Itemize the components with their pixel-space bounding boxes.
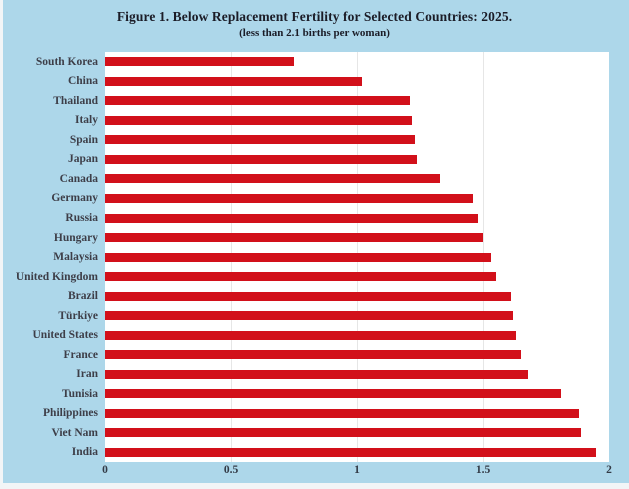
category-label: Canada: [59, 172, 98, 185]
category-label: United States: [32, 329, 99, 342]
bar: [105, 428, 582, 438]
bar: [105, 291, 511, 301]
bar-row: [105, 384, 609, 404]
label-row: Iran: [0, 365, 98, 385]
bar: [105, 311, 514, 321]
x-tick-label: 1.5: [475, 464, 491, 476]
y-axis-labels: South Korea China Thailand Italy Spain Japan C…: [0, 52, 98, 462]
label-row: Spain: [0, 130, 98, 150]
label-row: Tunisia: [0, 384, 98, 404]
figure-title: Figure 1. Below Replacement Fertility fo…: [116, 9, 513, 24]
category-label: Malaysia: [53, 251, 98, 264]
category-label: Germany: [51, 192, 98, 205]
category-label: Philippines: [43, 407, 98, 420]
label-row: Brazil: [0, 286, 98, 306]
category-label: Türkiye: [58, 309, 98, 322]
bar-row: [105, 130, 609, 150]
bar-row: [105, 267, 609, 287]
category-label: South Korea: [35, 55, 98, 68]
label-row: Philippines: [0, 404, 98, 424]
image-bottom-edge: [0, 483, 629, 489]
bar: [105, 96, 410, 106]
bar: [105, 193, 473, 203]
bar-row: [105, 228, 609, 248]
bar: [105, 76, 363, 86]
category-label: Spain: [69, 133, 98, 146]
bar-row: [105, 111, 609, 131]
category-label: China: [67, 75, 98, 88]
bar: [105, 252, 491, 262]
category-label: Thailand: [53, 94, 98, 107]
bar: [105, 369, 529, 379]
bar: [105, 154, 418, 164]
category-label: France: [63, 348, 98, 361]
bar-row: [105, 443, 609, 463]
label-row: Malaysia: [0, 247, 98, 267]
label-row: Hungary: [0, 228, 98, 248]
category-label: Viet Nam: [51, 426, 98, 439]
x-tick-label: 0: [102, 464, 108, 476]
bar-row: [105, 72, 609, 92]
bar-row: [105, 208, 609, 228]
bar: [105, 213, 478, 223]
label-row: India: [0, 443, 98, 463]
category-label: Russia: [65, 212, 98, 225]
label-row: Germany: [0, 189, 98, 209]
bar-row: [105, 52, 609, 72]
bar: [105, 57, 294, 67]
category-label: Japan: [67, 153, 98, 166]
figure-header: Figure 1. Below Replacement Fertility fo…: [0, 0, 629, 39]
bar: [105, 272, 496, 282]
category-label: Iran: [76, 368, 98, 381]
x-tick-label: 0.5: [223, 464, 239, 476]
label-row: Türkiye: [0, 306, 98, 326]
bar-row: [105, 91, 609, 111]
bar-row: [105, 423, 609, 443]
bar-row: [105, 365, 609, 385]
label-row: France: [0, 345, 98, 365]
bar: [105, 233, 483, 243]
bar: [105, 330, 516, 340]
bar: [105, 135, 415, 145]
bar-row: [105, 169, 609, 189]
label-row: Canada: [0, 169, 98, 189]
bar-row: [105, 306, 609, 326]
label-row: China: [0, 72, 98, 92]
image-left-edge: [0, 0, 3, 489]
label-row: United States: [0, 325, 99, 345]
plot-area: [105, 52, 609, 462]
bar: [105, 174, 441, 184]
bar: [105, 389, 562, 399]
figure-subtitle: (less than 2.1 births per woman): [239, 27, 390, 39]
category-label: Tunisia: [61, 387, 98, 400]
x-tick-label: 1: [354, 464, 360, 476]
category-label: Hungary: [53, 231, 98, 244]
bar-row: [105, 404, 609, 424]
bar: [105, 447, 597, 457]
bar: [105, 408, 579, 418]
x-tick-label: 2: [606, 464, 612, 476]
bar-row: [105, 286, 609, 306]
label-row: Japan: [0, 150, 98, 170]
bar-row: [105, 150, 609, 170]
bars-container: [105, 52, 609, 462]
category-label: Italy: [75, 114, 98, 127]
label-row: Italy: [0, 111, 98, 131]
category-label: Brazil: [67, 290, 98, 303]
category-label: United Kingdom: [15, 270, 98, 283]
bar-row: [105, 189, 609, 209]
label-row: Russia: [0, 208, 98, 228]
bar-row: [105, 345, 609, 365]
bar: [105, 115, 413, 125]
label-row: Viet Nam: [0, 423, 98, 443]
category-label: India: [71, 446, 98, 459]
label-row: Thailand: [0, 91, 98, 111]
bar-row: [105, 247, 609, 267]
bar: [105, 350, 521, 360]
label-row: South Korea: [0, 52, 98, 72]
bar-row: [105, 325, 609, 345]
label-row: United Kingdom: [0, 267, 98, 287]
x-axis: 0 0.5 1 1.5 2: [102, 464, 612, 484]
